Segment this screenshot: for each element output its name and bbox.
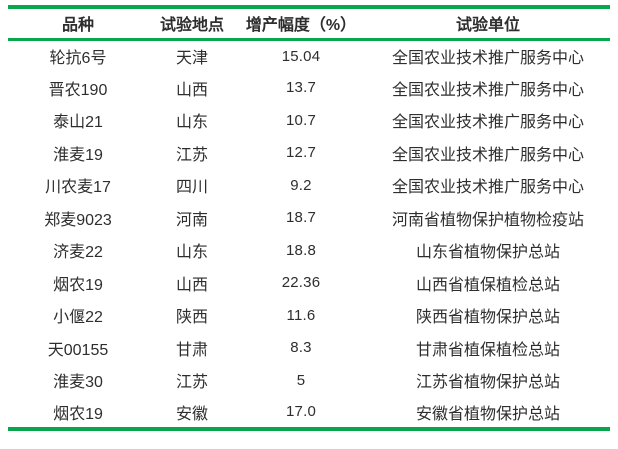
cell-yield-increase: 18.7 <box>286 209 316 227</box>
cell-yield-increase: 5 <box>296 371 306 389</box>
cell-yield-increase: 12.7 <box>286 144 316 162</box>
cell-unit: 甘肃省植保植检总站 <box>415 341 560 359</box>
cell-variety: 小偃22 <box>53 309 103 327</box>
cell-unit: 全国农业技术推广服务中心 <box>391 114 584 132</box>
cell-yield-increase: 18.8 <box>286 241 316 259</box>
column-header-variety: 品种 <box>61 17 94 35</box>
cell-unit: 江苏省植物保护总站 <box>415 374 560 392</box>
table-row: 烟农19 安徽 17.0 安徽省植物保护总站 <box>8 397 610 430</box>
cell-location: 安徽 <box>175 405 208 423</box>
cell-yield-increase: 22.36 <box>281 274 321 292</box>
cell-yield-increase: 15.04 <box>281 47 321 65</box>
cell-variety: 济麦22 <box>53 244 103 262</box>
cell-location: 天津 <box>175 50 208 67</box>
cell-variety: 天00155 <box>47 341 109 359</box>
cell-location: 山西 <box>175 81 208 99</box>
table-row: 郑麦9023 河南 18.7 河南省植物保护植物检疫站 <box>8 202 610 235</box>
column-header-location: 试验地点 <box>159 17 224 35</box>
table-row: 川农麦17 四川 9.2 全国农业技术推广服务中心 <box>8 169 610 202</box>
cell-variety: 淮麦19 <box>53 146 103 164</box>
cell-yield-increase: 8.3 <box>290 339 312 357</box>
cell-yield-increase: 9.2 <box>290 176 312 194</box>
cell-location: 山西 <box>175 276 208 294</box>
cell-location: 陕西 <box>175 309 208 327</box>
table-row: 淮麦30 江苏 5 江苏省植物保护总站 <box>8 364 610 397</box>
table-header: 品种 试验地点 增产幅度（%） 试验单位 <box>8 7 610 39</box>
table-row: 泰山21 山东 10.7 全国农业技术推广服务中心 <box>8 104 610 137</box>
cell-yield-increase: 17.0 <box>286 403 316 421</box>
cell-unit: 陕西省植物保护总站 <box>415 309 560 327</box>
cell-unit: 全国农业技术推广服务中心 <box>391 50 584 67</box>
table-row: 天00155 甘肃 8.3 甘肃省植保植检总站 <box>8 332 610 365</box>
cell-location: 江苏 <box>175 374 208 392</box>
table-row: 济麦22 山东 18.8 山东省植物保护总站 <box>8 234 610 267</box>
trial-results-table-wrap: 品种 试验地点 增产幅度（%） 试验单位 轮抗6号 天津 15.04 全国农业技术推广… <box>8 5 610 431</box>
cell-unit: 全国农业技术推广服务中心 <box>391 179 584 197</box>
header-row: 品种 试验地点 增产幅度（%） 试验单位 <box>8 7 610 39</box>
column-header-unit: 试验单位 <box>455 17 520 35</box>
table-row: 晋农190 山西 13.7 全国农业技术推广服务中心 <box>8 72 610 105</box>
cell-yield-increase: 10.7 <box>286 111 316 129</box>
cell-variety: 泰山21 <box>53 114 103 132</box>
table-row: 烟农19 山西 22.36 山西省植保植检总站 <box>8 267 610 300</box>
cell-unit: 山西省植保植检总站 <box>415 276 560 294</box>
cell-yield-increase: 11.6 <box>286 306 316 324</box>
cell-variety: 轮抗6号 <box>49 50 107 67</box>
cell-unit: 山东省植物保护总站 <box>415 244 560 262</box>
cell-variety: 淮麦30 <box>53 374 103 392</box>
cell-unit: 安徽省植物保护总站 <box>415 405 560 423</box>
cell-location: 河南 <box>175 211 208 229</box>
cell-yield-increase: 13.7 <box>286 79 316 97</box>
cell-location: 江苏 <box>175 146 208 164</box>
cell-location: 山东 <box>175 114 208 132</box>
cell-location: 甘肃 <box>175 341 208 359</box>
cell-variety: 烟农19 <box>53 276 103 294</box>
cell-unit: 全国农业技术推广服务中心 <box>391 146 584 164</box>
cell-location: 山东 <box>175 244 208 262</box>
cell-unit: 全国农业技术推广服务中心 <box>391 81 584 99</box>
table-body: 轮抗6号 天津 15.04 全国农业技术推广服务中心 晋农190 山西 13.7 全国农业技术… <box>8 39 610 429</box>
cell-variety: 郑麦9023 <box>44 211 112 229</box>
table-row: 轮抗6号 天津 15.04 全国农业技术推广服务中心 <box>8 39 610 72</box>
column-header-yield-increase: 增产幅度（%） <box>245 17 357 35</box>
trial-results-table: 品种 试验地点 增产幅度（%） 试验单位 轮抗6号 天津 15.04 全国农业技术推广… <box>8 5 610 431</box>
cell-variety: 川农麦17 <box>45 179 111 197</box>
cell-variety: 烟农19 <box>53 405 103 423</box>
cell-unit: 河南省植物保护植物检疫站 <box>391 211 584 229</box>
cell-variety: 晋农190 <box>48 81 108 99</box>
table-row: 小偃22 陕西 11.6 陕西省植物保护总站 <box>8 299 610 332</box>
cell-location: 四川 <box>175 179 208 197</box>
table-row: 淮麦19 江苏 12.7 全国农业技术推广服务中心 <box>8 137 610 170</box>
